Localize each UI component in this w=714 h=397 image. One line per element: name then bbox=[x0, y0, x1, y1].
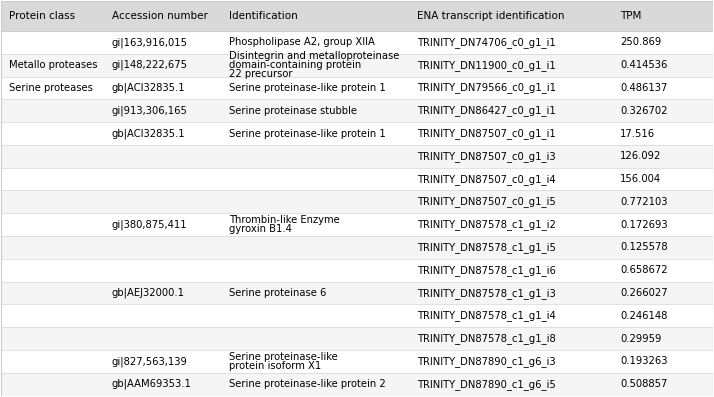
Text: 0.772103: 0.772103 bbox=[620, 197, 668, 207]
Text: protein isoform X1: protein isoform X1 bbox=[229, 361, 321, 371]
Text: Serine proteinase-like protein 2: Serine proteinase-like protein 2 bbox=[229, 379, 386, 389]
Text: 250.869: 250.869 bbox=[620, 37, 661, 47]
Text: 0.326702: 0.326702 bbox=[620, 106, 668, 116]
Text: TRINITY_DN87890_c1_g6_i3: TRINITY_DN87890_c1_g6_i3 bbox=[418, 356, 556, 367]
FancyBboxPatch shape bbox=[1, 191, 713, 213]
Text: 17.516: 17.516 bbox=[620, 129, 655, 139]
Text: Protein class: Protein class bbox=[9, 11, 75, 21]
Text: gyroxin B1.4: gyroxin B1.4 bbox=[229, 224, 292, 234]
Text: TRINITY_DN87890_c1_g6_i5: TRINITY_DN87890_c1_g6_i5 bbox=[418, 379, 556, 390]
Text: Thrombin-like Enzyme: Thrombin-like Enzyme bbox=[229, 215, 340, 225]
Text: TRINITY_DN87507_c0_g1_i4: TRINITY_DN87507_c0_g1_i4 bbox=[418, 173, 556, 185]
Text: gi|380,875,411: gi|380,875,411 bbox=[111, 220, 187, 230]
Text: TRINITY_DN79566_c0_g1_i1: TRINITY_DN79566_c0_g1_i1 bbox=[418, 83, 556, 93]
Text: TRINITY_DN74706_c0_g1_i1: TRINITY_DN74706_c0_g1_i1 bbox=[418, 37, 556, 48]
Text: 0.246148: 0.246148 bbox=[620, 311, 668, 321]
FancyBboxPatch shape bbox=[1, 350, 713, 373]
Text: Accession number: Accession number bbox=[111, 11, 208, 21]
Text: 0.29959: 0.29959 bbox=[620, 333, 662, 344]
Text: TRINITY_DN87578_c1_g1_i8: TRINITY_DN87578_c1_g1_i8 bbox=[418, 333, 556, 344]
Text: TRINITY_DN87578_c1_g1_i6: TRINITY_DN87578_c1_g1_i6 bbox=[418, 265, 556, 276]
FancyBboxPatch shape bbox=[1, 304, 713, 327]
Text: 156.004: 156.004 bbox=[620, 174, 661, 184]
Text: TRINITY_DN87578_c1_g1_i2: TRINITY_DN87578_c1_g1_i2 bbox=[418, 219, 556, 230]
Text: 0.414536: 0.414536 bbox=[620, 60, 668, 70]
Text: TRINITY_DN87578_c1_g1_i4: TRINITY_DN87578_c1_g1_i4 bbox=[418, 310, 556, 321]
Text: gb|ACI32835.1: gb|ACI32835.1 bbox=[111, 128, 185, 139]
Text: gi|148,222,675: gi|148,222,675 bbox=[111, 60, 188, 70]
FancyBboxPatch shape bbox=[1, 168, 713, 191]
Text: gb|AEJ32000.1: gb|AEJ32000.1 bbox=[111, 288, 185, 298]
Text: Serine proteinase 6: Serine proteinase 6 bbox=[229, 288, 326, 298]
Text: Serine proteinase stubble: Serine proteinase stubble bbox=[229, 106, 357, 116]
Text: Identification: Identification bbox=[229, 11, 298, 21]
Text: Metallo proteases: Metallo proteases bbox=[9, 60, 97, 70]
Text: TRINITY_DN87578_c1_g1_i3: TRINITY_DN87578_c1_g1_i3 bbox=[418, 287, 556, 299]
FancyBboxPatch shape bbox=[1, 236, 713, 259]
FancyBboxPatch shape bbox=[1, 31, 713, 54]
Text: ENA transcript identification: ENA transcript identification bbox=[418, 11, 565, 21]
FancyBboxPatch shape bbox=[1, 122, 713, 145]
Text: 0.172693: 0.172693 bbox=[620, 220, 668, 230]
FancyBboxPatch shape bbox=[1, 259, 713, 281]
Text: 126.092: 126.092 bbox=[620, 151, 662, 161]
Text: gb|AAM69353.1: gb|AAM69353.1 bbox=[111, 379, 191, 389]
Text: Serine proteinase-like protein 1: Serine proteinase-like protein 1 bbox=[229, 129, 386, 139]
Text: domain-containing protein: domain-containing protein bbox=[229, 60, 361, 70]
FancyBboxPatch shape bbox=[1, 281, 713, 304]
Text: Disintegrin and metalloproteinase: Disintegrin and metalloproteinase bbox=[229, 52, 399, 62]
Text: 0.658672: 0.658672 bbox=[620, 265, 668, 275]
Text: TRINITY_DN87578_c1_g1_i5: TRINITY_DN87578_c1_g1_i5 bbox=[418, 242, 556, 253]
FancyBboxPatch shape bbox=[1, 1, 713, 31]
Text: 0.508857: 0.508857 bbox=[620, 379, 668, 389]
Text: Serine proteinase-like protein 1: Serine proteinase-like protein 1 bbox=[229, 83, 386, 93]
Text: Serine proteases: Serine proteases bbox=[9, 83, 92, 93]
Text: TRINITY_DN87507_c0_g1_i5: TRINITY_DN87507_c0_g1_i5 bbox=[418, 197, 556, 207]
Text: TRINITY_DN11900_c0_g1_i1: TRINITY_DN11900_c0_g1_i1 bbox=[418, 60, 556, 71]
Text: 0.193263: 0.193263 bbox=[620, 357, 668, 366]
Text: 0.486137: 0.486137 bbox=[620, 83, 668, 93]
Text: 22 precursor: 22 precursor bbox=[229, 69, 293, 79]
Text: 0.125578: 0.125578 bbox=[620, 243, 668, 252]
FancyBboxPatch shape bbox=[1, 77, 713, 99]
Text: gb|ACI32835.1: gb|ACI32835.1 bbox=[111, 83, 185, 93]
Text: gi|163,916,015: gi|163,916,015 bbox=[111, 37, 188, 48]
FancyBboxPatch shape bbox=[1, 373, 713, 396]
FancyBboxPatch shape bbox=[1, 99, 713, 122]
Text: Serine proteinase-like: Serine proteinase-like bbox=[229, 352, 338, 362]
Text: TPM: TPM bbox=[620, 11, 641, 21]
Text: gi|827,563,139: gi|827,563,139 bbox=[111, 356, 188, 367]
FancyBboxPatch shape bbox=[1, 145, 713, 168]
Text: 0.266027: 0.266027 bbox=[620, 288, 668, 298]
Text: TRINITY_DN87507_c0_g1_i3: TRINITY_DN87507_c0_g1_i3 bbox=[418, 151, 556, 162]
FancyBboxPatch shape bbox=[1, 54, 713, 77]
Text: Phospholipase A2, group XIIA: Phospholipase A2, group XIIA bbox=[229, 37, 375, 47]
Text: gi|913,306,165: gi|913,306,165 bbox=[111, 106, 188, 116]
Text: TRINITY_DN86427_c0_g1_i1: TRINITY_DN86427_c0_g1_i1 bbox=[418, 105, 556, 116]
FancyBboxPatch shape bbox=[1, 213, 713, 236]
Text: TRINITY_DN87507_c0_g1_i1: TRINITY_DN87507_c0_g1_i1 bbox=[418, 128, 556, 139]
FancyBboxPatch shape bbox=[1, 327, 713, 350]
